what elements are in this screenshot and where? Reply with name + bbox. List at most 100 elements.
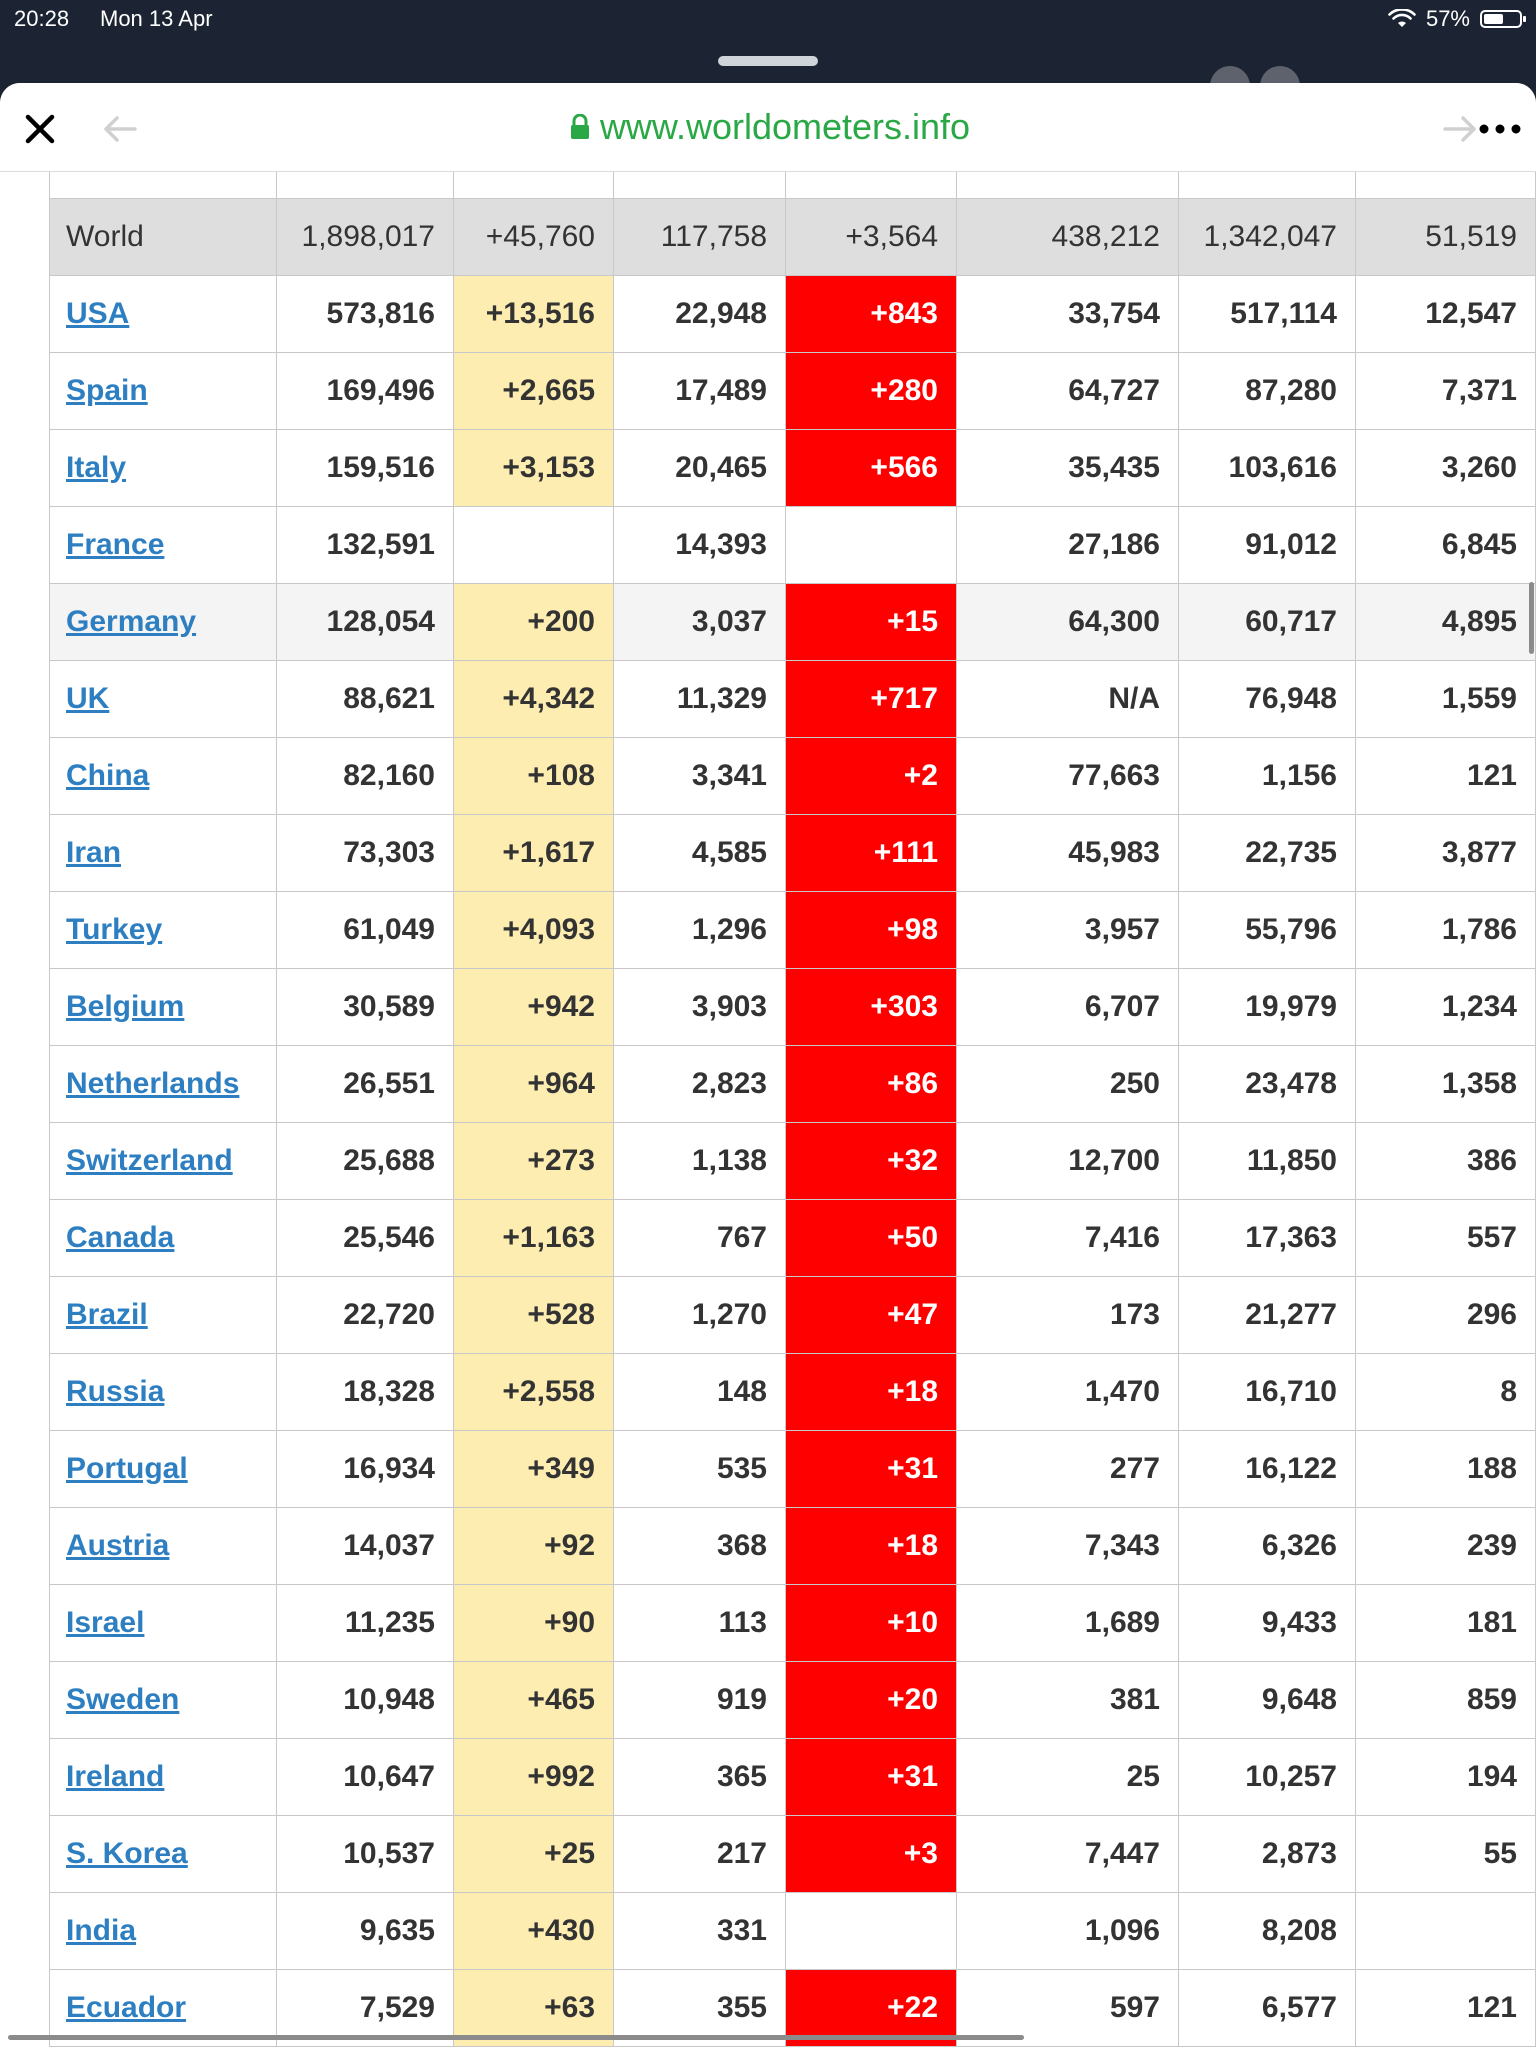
country-name: S. Korea [49, 1814, 277, 1893]
country-link[interactable]: Israel [66, 1605, 145, 1639]
status-bar: 20:28 Mon 13 Apr 57% [0, 0, 1536, 40]
forward-button[interactable] [1440, 109, 1480, 149]
new-deaths: +86 [785, 1044, 957, 1123]
total-cases: 9,635 [276, 1891, 454, 1970]
country-link[interactable]: Brazil [66, 1297, 148, 1331]
new-deaths: +566 [785, 428, 957, 507]
serious-critical: 188 [1355, 1429, 1536, 1508]
total-deaths: 767 [613, 1198, 786, 1277]
country-link[interactable]: Portugal [66, 1451, 188, 1485]
new-deaths [785, 1891, 957, 1970]
new-cases: +45,760 [453, 197, 614, 276]
total-recovered: 7,447 [956, 1814, 1179, 1893]
total-deaths: 355 [613, 1968, 786, 2047]
country-link[interactable]: India [66, 1913, 137, 1947]
country-name: Ecuador [49, 1968, 277, 2047]
serious-critical: 6,845 [1355, 505, 1536, 584]
total-deaths: 117,758 [613, 197, 786, 276]
table-row: France 132,591 14,393 27,186 91,012 6,845 [49, 505, 1536, 584]
country-name: Russia [49, 1352, 277, 1431]
country-link[interactable]: Netherlands [66, 1066, 240, 1100]
coronavirus-table: World 1,898,017 +45,760 117,758 +3,564 4… [49, 172, 1536, 2047]
total-cases: 132,591 [276, 505, 454, 584]
country-link[interactable]: USA [66, 296, 130, 330]
address-bar[interactable]: www.worldometers.info [540, 105, 1000, 149]
country-link[interactable]: Sweden [66, 1682, 180, 1716]
page-content[interactable]: World 1,898,017 +45,760 117,758 +3,564 4… [0, 172, 1536, 2048]
new-deaths: +50 [785, 1198, 957, 1277]
active-cases: 55,796 [1178, 890, 1356, 969]
total-recovered: 25 [956, 1737, 1179, 1816]
total-deaths: 3,341 [613, 736, 786, 815]
total-recovered: 1,689 [956, 1583, 1179, 1662]
country-link[interactable]: France [66, 527, 165, 561]
country-name: China [49, 736, 277, 815]
serious-critical: 3,877 [1355, 813, 1536, 892]
world-total-row: World 1,898,017 +45,760 117,758 +3,564 4… [49, 197, 1536, 276]
active-cases: 6,326 [1178, 1506, 1356, 1585]
new-cases [453, 505, 614, 584]
country-link[interactable]: UK [66, 681, 110, 715]
country-link[interactable]: Ecuador [66, 1990, 187, 2024]
battery-level [1484, 14, 1503, 24]
active-cases: 10,257 [1178, 1737, 1356, 1816]
new-cases: +273 [453, 1121, 614, 1200]
table-row: Canada 25,546 +1,163 767 +50 7,416 17,363 557 [49, 1198, 1536, 1277]
country-name: Netherlands [49, 1044, 277, 1123]
total-recovered: 6,707 [956, 967, 1179, 1046]
country-link[interactable]: Russia [66, 1374, 165, 1408]
country-link[interactable]: Italy [66, 450, 127, 484]
serious-critical: 12,547 [1355, 274, 1536, 353]
new-cases: +992 [453, 1737, 614, 1816]
close-button[interactable] [20, 109, 60, 149]
total-deaths: 1,270 [613, 1275, 786, 1354]
country-link[interactable]: Germany [66, 604, 197, 638]
country-link[interactable]: Canada [66, 1220, 175, 1254]
table-row: Switzerland 25,688 +273 1,138 +32 12,700 11,85… [49, 1121, 1536, 1200]
country-link[interactable]: China [66, 758, 150, 792]
total-recovered: 250 [956, 1044, 1179, 1123]
url-text: www.worldometers.info [599, 106, 971, 147]
country-name: Austria [49, 1506, 277, 1585]
total-deaths: 3,903 [613, 967, 786, 1046]
total-deaths: 113 [613, 1583, 786, 1662]
country-name: India [49, 1891, 277, 1970]
sheet-grabber[interactable] [718, 56, 818, 66]
total-cases: 16,934 [276, 1429, 454, 1508]
new-deaths: +31 [785, 1737, 957, 1816]
total-cases: 18,328 [276, 1352, 454, 1431]
country-name: Germany [49, 582, 277, 661]
vertical-scrollbar[interactable] [1529, 582, 1534, 654]
table-row: Spain 169,496 +2,665 17,489 +280 64,727 87,280… [49, 351, 1536, 430]
table-row: Ireland 10,647 +992 365 +31 25 10,257 194 [49, 1737, 1536, 1816]
total-cases: 169,496 [276, 351, 454, 430]
country-link[interactable]: Austria [66, 1528, 170, 1562]
country-link[interactable]: Belgium [66, 989, 185, 1023]
country-link[interactable]: Switzerland [66, 1143, 233, 1177]
back-button[interactable] [100, 109, 140, 149]
new-cases: +63 [453, 1968, 614, 2047]
country-link[interactable]: Spain [66, 373, 148, 407]
new-cases: +528 [453, 1275, 614, 1354]
country-link[interactable]: Iran [66, 835, 122, 869]
serious-critical: 121 [1355, 1968, 1536, 2047]
total-deaths: 11,329 [613, 659, 786, 738]
active-cases: 22,735 [1178, 813, 1356, 892]
country-link[interactable]: S. Korea [66, 1836, 188, 1870]
total-cases: 159,516 [276, 428, 454, 507]
more-button[interactable] [1478, 109, 1522, 149]
table-row: UK 88,621 +4,342 11,329 +717 N/A 76,948 1,559 [49, 659, 1536, 738]
status-date: Mon 13 Apr [100, 6, 213, 31]
serious-critical: 239 [1355, 1506, 1536, 1585]
country-name: Iran [49, 813, 277, 892]
country-name: USA [49, 274, 277, 353]
new-cases: +1,163 [453, 1198, 614, 1277]
country-link[interactable]: Turkey [66, 912, 163, 946]
table-row: Brazil 22,720 +528 1,270 +47 173 21,277 296 [49, 1275, 1536, 1354]
country-name: Israel [49, 1583, 277, 1662]
new-deaths: +18 [785, 1352, 957, 1431]
horizontal-scrollbar[interactable] [8, 2035, 1024, 2040]
active-cases: 11,850 [1178, 1121, 1356, 1200]
more-icon [1479, 124, 1521, 134]
country-link[interactable]: Ireland [66, 1759, 165, 1793]
